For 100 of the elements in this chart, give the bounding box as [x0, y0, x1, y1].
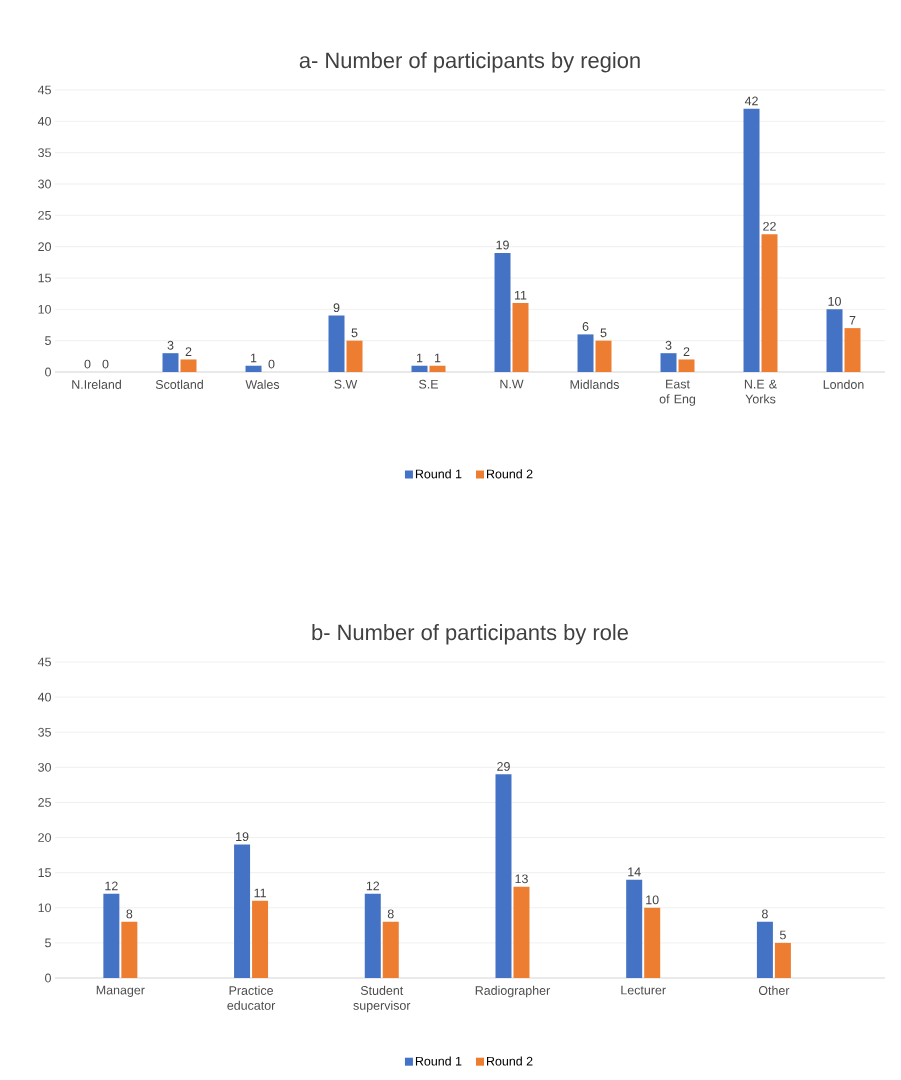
bar [678, 359, 695, 372]
bar [743, 108, 760, 372]
data-label: 1 [417, 353, 423, 363]
data-label: 22 [763, 221, 776, 231]
bar [180, 359, 197, 372]
x-tick-label: Wales [245, 379, 280, 389]
data-label: 11 [514, 290, 527, 300]
x-tick-label: Practice educator [227, 985, 276, 1010]
x-tick-label: Scotland [155, 379, 203, 389]
legend-label: Round 1 [415, 1056, 462, 1066]
bar [103, 893, 120, 978]
bar [595, 340, 612, 372]
y-tick-label: 30 [38, 179, 51, 189]
bar [513, 886, 530, 978]
data-label: 0 [268, 359, 275, 369]
bar [162, 353, 179, 372]
data-label: 5 [779, 930, 786, 940]
data-label: 14 [628, 867, 641, 877]
bar [644, 907, 661, 978]
y-tick-label: 0 [45, 973, 51, 983]
data-label: 8 [126, 909, 133, 919]
x-tick-label: Radiographer [475, 985, 550, 998]
data-label: 10 [646, 895, 659, 905]
x-tick-label: N.E & Yorks [744, 379, 777, 404]
bar [411, 365, 428, 372]
bar [660, 353, 677, 372]
bar [346, 340, 363, 372]
bar [774, 942, 791, 978]
x-tick-label: London [823, 379, 864, 389]
data-label: 12 [105, 881, 118, 891]
bar [756, 921, 773, 978]
bar [234, 844, 251, 978]
bar [382, 921, 399, 978]
bar [328, 315, 345, 372]
x-tick-label: Manager [96, 985, 145, 997]
bar [495, 774, 512, 978]
y-tick-label: 40 [37, 116, 51, 126]
bar [761, 234, 778, 372]
data-label: 8 [387, 909, 394, 919]
y-tick-label: 25 [38, 798, 51, 807]
data-label: 12 [366, 881, 380, 891]
legend-label: Round 1 [415, 469, 462, 479]
bar [364, 893, 381, 978]
y-tick-label: 45 [37, 657, 51, 667]
y-tick-label: 30 [38, 762, 51, 772]
data-label: 6 [582, 322, 589, 331]
data-label: 5 [351, 328, 358, 338]
x-tick-label: S.E [419, 379, 438, 389]
data-label: 8 [761, 909, 768, 919]
data-label: 2 [683, 347, 690, 356]
y-tick-label: 0 [45, 367, 51, 377]
data-label: 29 [497, 762, 510, 771]
x-tick-label: N.W [500, 379, 524, 389]
data-label: 10 [828, 297, 841, 306]
bar [826, 309, 843, 372]
data-label: 19 [236, 832, 249, 842]
data-label: 0 [84, 359, 91, 369]
bar [577, 334, 594, 372]
x-tick-label: Midlands [570, 379, 619, 389]
bar [494, 252, 511, 372]
data-label: 11 [254, 888, 266, 898]
y-tick-label: 15 [38, 273, 51, 283]
data-label: 13 [515, 874, 528, 884]
legend-label: Round 2 [487, 1056, 533, 1066]
x-tick-label: S.W [334, 379, 358, 389]
x-tick-label: Lecturer [621, 985, 666, 995]
bar [844, 328, 861, 372]
y-tick-label: 20 [38, 242, 51, 252]
bar [429, 365, 446, 372]
data-label: 3 [167, 340, 174, 350]
data-label: 3 [665, 340, 672, 350]
data-label: 9 [333, 303, 340, 313]
data-label: 1 [251, 353, 257, 363]
data-label: 7 [849, 316, 856, 325]
y-tick-label: 40 [37, 692, 51, 702]
y-tick-label: 5 [45, 336, 51, 346]
chart-title: b- Number of participants by role [312, 624, 628, 645]
y-tick-label: 35 [38, 148, 51, 158]
data-label: 19 [496, 240, 509, 250]
y-tick-label: 15 [38, 868, 51, 878]
bar [512, 303, 529, 372]
x-tick-label: Other [758, 985, 790, 995]
bar [121, 921, 138, 978]
data-label: 5 [600, 328, 607, 338]
data-label: 42 [744, 96, 758, 106]
chart-title: a- Number of participants by region [299, 52, 640, 73]
x-tick-label: Student supervisor [353, 985, 411, 1013]
y-tick-label: 25 [38, 210, 51, 220]
x-tick-label: East of Eng [659, 379, 696, 406]
y-tick-label: 5 [45, 938, 51, 948]
y-tick-label: 20 [38, 833, 51, 842]
y-tick-label: 45 [37, 85, 51, 95]
bar [245, 365, 262, 372]
y-tick-label: 35 [38, 727, 51, 737]
bar [626, 879, 643, 978]
y-tick-label: 10 [38, 903, 51, 913]
x-tick-label: N.Ireland [72, 379, 121, 389]
data-label: 1 [434, 353, 441, 363]
legend-label: Round 2 [487, 469, 533, 479]
data-label: 2 [185, 347, 192, 356]
